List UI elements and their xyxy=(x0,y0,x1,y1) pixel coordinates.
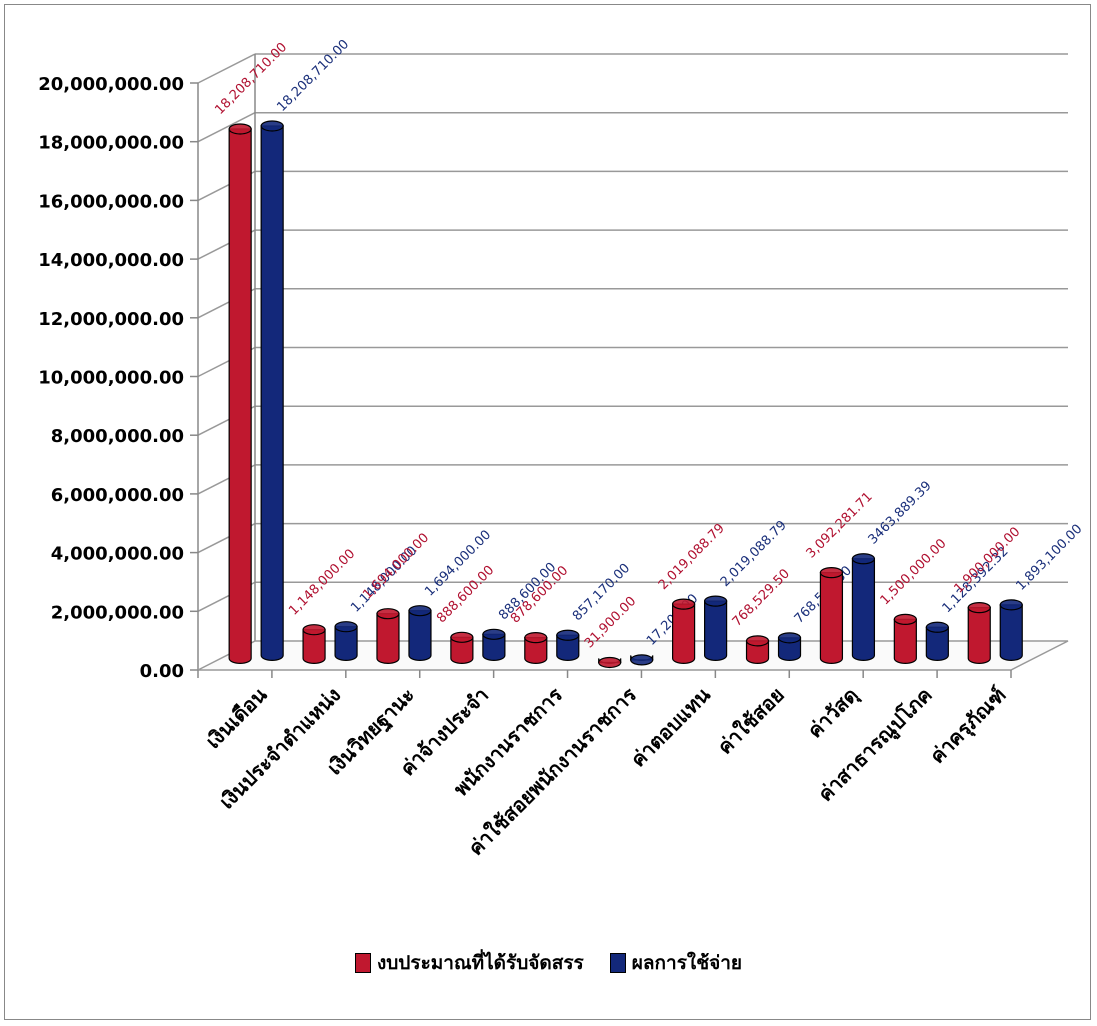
legend-swatch-budget xyxy=(354,953,371,973)
y-tick-label: 8,000,000.00 xyxy=(51,426,184,447)
bar-spent-0 xyxy=(260,120,284,661)
bar-budget-2 xyxy=(376,608,400,664)
plot-group: 0.00 2,000,000.00 4,000,000.00 6,000,000.00… xyxy=(38,37,1085,860)
bar-budget-7 xyxy=(745,635,770,664)
data-label-budget: 3,092,281.71 xyxy=(804,489,876,561)
data-label-budget: 1,694,000.00 xyxy=(360,530,432,602)
bar-spent-4 xyxy=(556,629,580,661)
bar-budget-9 xyxy=(893,613,917,664)
gridline-side xyxy=(197,53,256,84)
bar-budget-10 xyxy=(967,602,991,664)
bar-spent-9 xyxy=(925,621,949,661)
data-label-budget: 1,500,000.00 xyxy=(878,536,950,608)
bar-budget-6 xyxy=(672,598,696,664)
chart-frame: 0.00 2,000,000.00 4,000,000.00 6,000,000.00… xyxy=(4,4,1091,1020)
bar-budget-4 xyxy=(524,632,548,664)
x-category-label: ค่าใช้สอย xyxy=(713,683,789,759)
bar-budget-3 xyxy=(450,631,474,664)
y-tick-label: 2,000,000.00 xyxy=(51,602,184,623)
y-tick-label: 6,000,000.00 xyxy=(51,485,184,506)
y-tick-label: 16,000,000.00 xyxy=(38,191,184,212)
legend-label-budget: งบประมาณที่ได้รับจัดสรร xyxy=(376,952,584,974)
y-tick-label: 18,000,000.00 xyxy=(38,133,184,154)
chart-svg: 0.00 2,000,000.00 4,000,000.00 6,000,000.00… xyxy=(38,37,1085,860)
bar-spent-1 xyxy=(334,621,358,661)
bar-budget-0 xyxy=(228,123,252,664)
bar-spent-10 xyxy=(999,599,1023,661)
y-tick-label: 4,000,000.00 xyxy=(51,544,184,565)
legend-swatch-spent xyxy=(609,953,626,973)
bar-spent-5 xyxy=(630,654,654,666)
y-tick-label: 0.00 xyxy=(140,661,184,682)
bar-spent-3 xyxy=(482,628,506,661)
bar-budget-5 xyxy=(598,656,622,669)
y-tick-label: 10,000,000.00 xyxy=(38,368,184,389)
bar-spent-2 xyxy=(408,605,432,661)
x-category-label: ค่าวัสดุ xyxy=(803,683,864,744)
data-label-budget: 1,900,000.00 xyxy=(951,524,1023,596)
legend-label-spent: ผลการใช้จ่าย xyxy=(631,952,743,974)
legend-item-spent: ผลการใช้จ่าย xyxy=(609,948,743,978)
bar-spent-7 xyxy=(777,632,802,661)
data-label-spent: 3463,889.39 xyxy=(866,478,935,547)
x-category-label: เงินเดือน xyxy=(201,682,272,753)
bar-budget-1 xyxy=(302,624,326,664)
legend: งบประมาณที่ได้รับจัดสรร ผลการใช้จ่าย xyxy=(0,948,1097,978)
y-tick-label: 14,000,000.00 xyxy=(38,250,184,271)
x-category-label: ค่าตอบแทน xyxy=(626,682,715,771)
legend-item-budget: งบประมาณที่ได้รับจัดสรร xyxy=(354,948,584,978)
bar-budget-8 xyxy=(819,567,844,664)
data-label-spent: 1,694,000.00 xyxy=(422,527,494,599)
x-category-label: ค่าครุภัณฑ์ xyxy=(925,683,1011,769)
y-tick-label: 20,000,000.00 xyxy=(38,74,184,95)
bar-spent-8 xyxy=(851,553,876,661)
bar-spent-6 xyxy=(704,595,728,661)
gridline-side xyxy=(197,112,256,143)
y-tick-label: 12,000,000.00 xyxy=(38,309,184,330)
